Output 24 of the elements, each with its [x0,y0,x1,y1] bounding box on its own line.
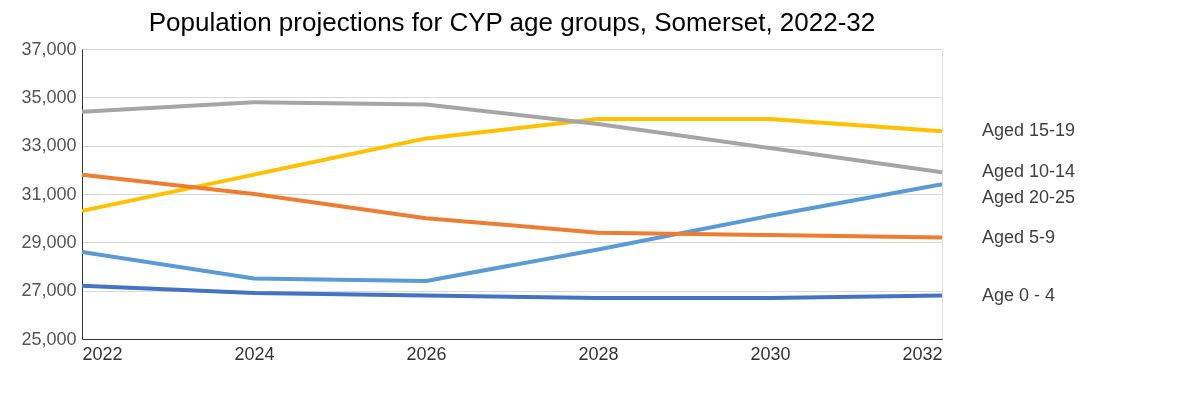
text: Aged 20-25 [982,187,1076,208]
y-tick-label: 31,000 [21,183,77,204]
y-tick-label: 27,000 [21,280,77,301]
text: Aged 5-9 [982,226,1056,247]
line-series [80,283,944,300]
x-tick-label: 2032 [902,343,943,364]
x-tick-label: 2022 [82,343,123,364]
line-series [80,117,944,213]
x-tick-label: 2026 [406,343,447,364]
x-tick-label: 2030 [750,343,791,364]
line-series [80,172,944,240]
line-series [80,182,944,283]
x-tick-label: 2024 [234,343,275,364]
line-series [80,100,944,175]
text: Aged 15-19 [982,120,1076,141]
text: Age 0 - 4 [982,284,1056,305]
chart-title: Population projections for CYP age groups, Somerset, 2022-32 [148,7,876,37]
y-tick-label: 33,000 [21,135,77,156]
y-tick-label: 29,000 [21,231,77,252]
y-tick-label: 35,000 [21,86,77,107]
y-tick-label: 25,000 [21,328,77,349]
y-tick-label: 37,000 [21,38,77,59]
x-tick-label: 2028 [578,343,619,364]
text: Aged 10-14 [982,161,1076,182]
